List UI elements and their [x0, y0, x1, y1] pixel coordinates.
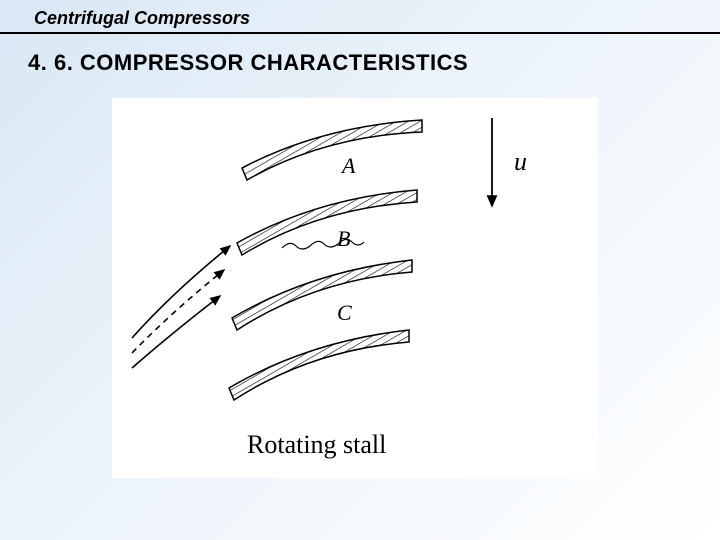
- header-rule: [0, 32, 720, 34]
- blade-3: [229, 330, 409, 400]
- flow-arrow-0: [132, 246, 230, 338]
- flow-arrow-1: [132, 270, 224, 353]
- blade-2: [232, 260, 412, 330]
- section-heading: 4. 6. COMPRESSOR CHARACTERISTICS: [28, 50, 468, 76]
- blade-label-a: A: [340, 153, 356, 178]
- figure-rotating-stall: u A B C Rotating stall: [112, 98, 598, 478]
- flow-arrows: [132, 246, 230, 368]
- blade-label-c: C: [337, 300, 352, 325]
- blade-label-b: B: [337, 226, 350, 251]
- blade-0: [242, 120, 422, 180]
- blade-1: [237, 190, 417, 255]
- velocity-label: u: [514, 147, 527, 176]
- blade-cascade: [229, 120, 422, 400]
- separation-bubble: [282, 239, 364, 249]
- page-title: Centrifugal Compressors: [34, 8, 250, 29]
- figure-caption: Rotating stall: [247, 430, 386, 459]
- blade-labels: A B C: [337, 153, 356, 325]
- flow-arrow-2: [132, 296, 220, 368]
